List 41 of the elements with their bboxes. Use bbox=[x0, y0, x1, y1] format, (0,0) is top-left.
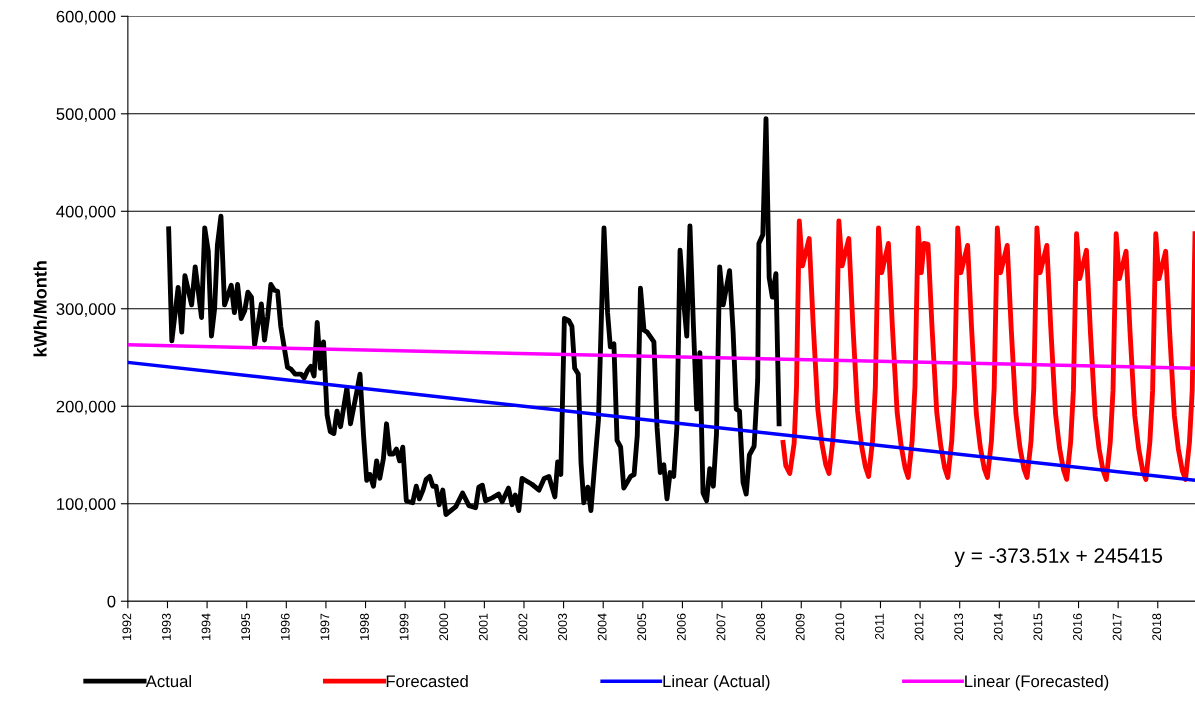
x-tick-label: 1997 bbox=[320, 613, 330, 640]
x-tick-label: 1994 bbox=[201, 613, 211, 640]
y-tick-label: 600,000 bbox=[56, 10, 116, 25]
x-tick-label: 1992 bbox=[122, 613, 132, 640]
x-tick-label: 2005 bbox=[637, 613, 647, 641]
legend-label: Linear (Forecasted) bbox=[965, 674, 1109, 691]
y-tick-label: 500,000 bbox=[56, 108, 116, 122]
y-tick-label: 0 bbox=[107, 595, 116, 608]
legend-label: Actual bbox=[145, 674, 191, 688]
x-tick-label: 2004 bbox=[597, 613, 607, 641]
x-tick-label: 2009 bbox=[795, 613, 805, 641]
x-tick-label: 2018 bbox=[1152, 613, 1162, 641]
x-tick-label: 2014 bbox=[993, 613, 1003, 641]
y-axis-title: kWh/Month bbox=[33, 261, 47, 357]
x-tick-label: 2013 bbox=[954, 613, 964, 641]
y-tick-label: 100,000 bbox=[57, 498, 116, 512]
line-series bbox=[780, 218, 1195, 482]
y-tick-label: 300,000 bbox=[56, 303, 116, 317]
x-tick-label: 2012 bbox=[914, 613, 924, 641]
legend-label: Forecasted bbox=[386, 674, 468, 688]
x-tick-label: 1993 bbox=[161, 613, 171, 640]
x-tick-label: 2000 bbox=[439, 613, 449, 641]
x-tick-label: 2011 bbox=[874, 613, 884, 640]
x-tick-label: 2007 bbox=[716, 613, 726, 641]
x-tick-label: 2017 bbox=[1112, 613, 1122, 641]
x-tick-label: 2003 bbox=[558, 613, 567, 641]
x-tick-label: 1998 bbox=[360, 613, 369, 640]
legend-label: Linear (Actual) bbox=[663, 674, 770, 691]
annotation: y = -373.51x + 245415 bbox=[954, 548, 1163, 568]
x-tick-label: 1996 bbox=[280, 613, 290, 640]
x-tick-label: 2001 bbox=[478, 613, 488, 641]
y-tick-label: 400,000 bbox=[56, 205, 116, 220]
x-tick-label: 2006 bbox=[676, 613, 686, 641]
y-tick-label: 200,000 bbox=[56, 400, 116, 415]
x-tick-label: 2015 bbox=[1033, 613, 1043, 641]
x-tick-label: 2008 bbox=[756, 613, 766, 641]
x-tick-label: 2002 bbox=[518, 613, 528, 641]
x-tick-label: 1995 bbox=[241, 613, 251, 640]
x-tick-label: 2016 bbox=[1073, 613, 1082, 641]
x-tick-label: 1999 bbox=[399, 613, 409, 640]
x-tick-label: 2010 bbox=[835, 613, 845, 641]
